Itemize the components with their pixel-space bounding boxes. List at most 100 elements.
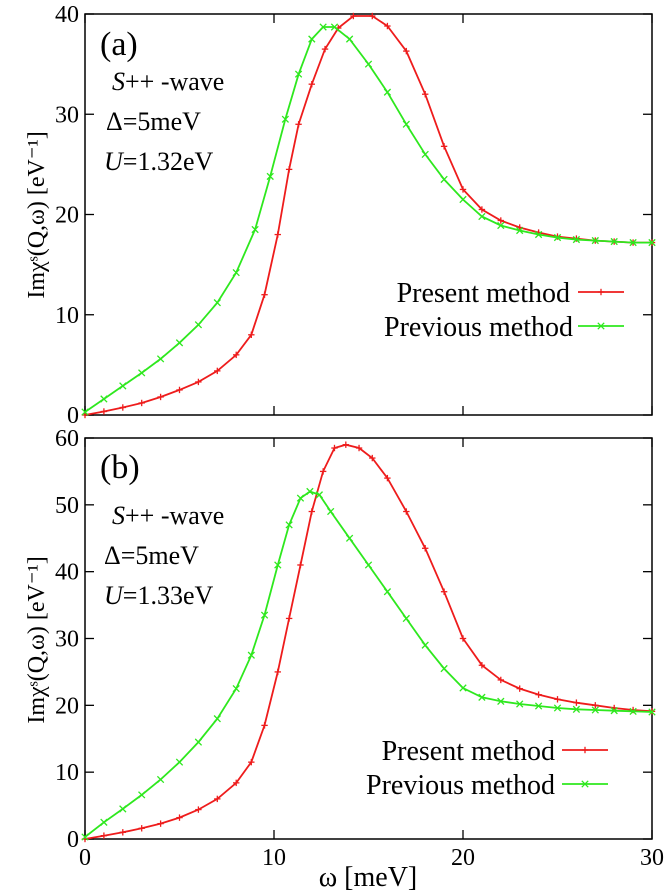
series-previous [81,23,656,416]
y-tick-label: 30 [55,102,79,128]
data-point [342,441,350,448]
data-point [319,468,327,475]
y-tick-label: 40 [55,560,79,586]
legend-label-present: Present method [382,736,555,767]
y-tick-label: 30 [55,627,79,653]
data-point [176,386,183,394]
data-point [403,508,410,515]
u-annotation: U=1.32eV [104,147,213,176]
data-point [459,635,467,642]
data-point [213,715,221,723]
data-point [610,237,618,246]
y-tick-label: 0 [67,403,79,429]
u-annotation: U=1.33eV [104,581,213,610]
y-tick-label: 0 [67,827,79,853]
data-point [138,399,145,407]
y-axis-ticks: 0 10 20 30 40 50 60 [55,426,652,853]
x-tick-label: 30 [640,845,664,871]
data-point [232,268,240,277]
legend-sample-present [578,288,624,296]
data-point [497,697,505,705]
legend-label-present: Present method [397,278,570,309]
data-point [384,22,391,30]
data-point [383,588,392,596]
data-point [330,23,339,31]
data-point [331,444,338,452]
data-point [648,708,656,716]
data-point [119,404,126,411]
data-point [138,369,146,377]
x-axis-label: ω [meV] [319,862,418,893]
data-point [157,820,164,827]
data-point [274,668,281,676]
data-point [176,814,183,821]
data-point [421,641,429,649]
data-point [345,35,354,43]
data-point [285,521,293,529]
data-point [516,700,524,708]
data-point [285,615,293,622]
data-point [260,611,269,619]
data-point [345,534,354,542]
data-point [369,12,376,20]
y-tick-label: 10 [55,303,79,329]
x-tick-label: 10 [262,845,286,871]
x-tick-label: 0 [79,845,91,871]
data-point [194,738,203,746]
series-previous [81,487,656,841]
data-point [261,291,268,298]
data-point [364,60,373,68]
data-point [81,833,89,841]
data-point [364,561,373,569]
data-point [459,684,467,692]
data-point [175,339,184,347]
data-point [534,230,543,239]
data-point [369,454,376,462]
data-point [459,186,467,193]
data-point [384,474,391,482]
data-point [497,221,505,230]
data-point [422,91,429,98]
data-point [81,408,89,416]
legend-sample-present [562,746,608,754]
data-point [308,35,316,43]
data-point [119,805,127,813]
data-point [308,508,315,515]
data-point [119,829,126,836]
data-point [100,395,108,403]
data-point [591,236,599,245]
data-point [297,561,304,569]
y-tick-label: 20 [55,203,79,229]
data-point [248,758,255,766]
data-point [281,115,289,123]
data-point [315,491,324,499]
data-point [156,775,165,784]
data-point [478,206,486,213]
data-point [402,614,410,623]
y-tick-label: 60 [55,426,79,452]
data-point [157,393,164,401]
data-point [478,662,486,669]
data-point [213,299,221,307]
data-point [251,225,259,234]
y-tick-label: 50 [55,493,79,519]
data-point [573,699,580,706]
legend: Present method Previous method [366,736,608,801]
data-point [440,143,448,150]
data-point [421,150,429,159]
data-point [553,704,562,712]
data-point [321,45,329,53]
data-point [195,378,202,386]
y-tick-label: 40 [55,2,79,28]
delta-annotation: Δ=5meV [106,107,201,136]
data-point [100,832,108,839]
legend-marker [581,746,589,754]
data-point [294,70,303,78]
data-point [355,444,363,452]
series-layer [81,441,656,843]
data-point [233,351,240,359]
series-layer [81,12,656,419]
data-point [591,706,599,714]
data-point [440,175,448,184]
